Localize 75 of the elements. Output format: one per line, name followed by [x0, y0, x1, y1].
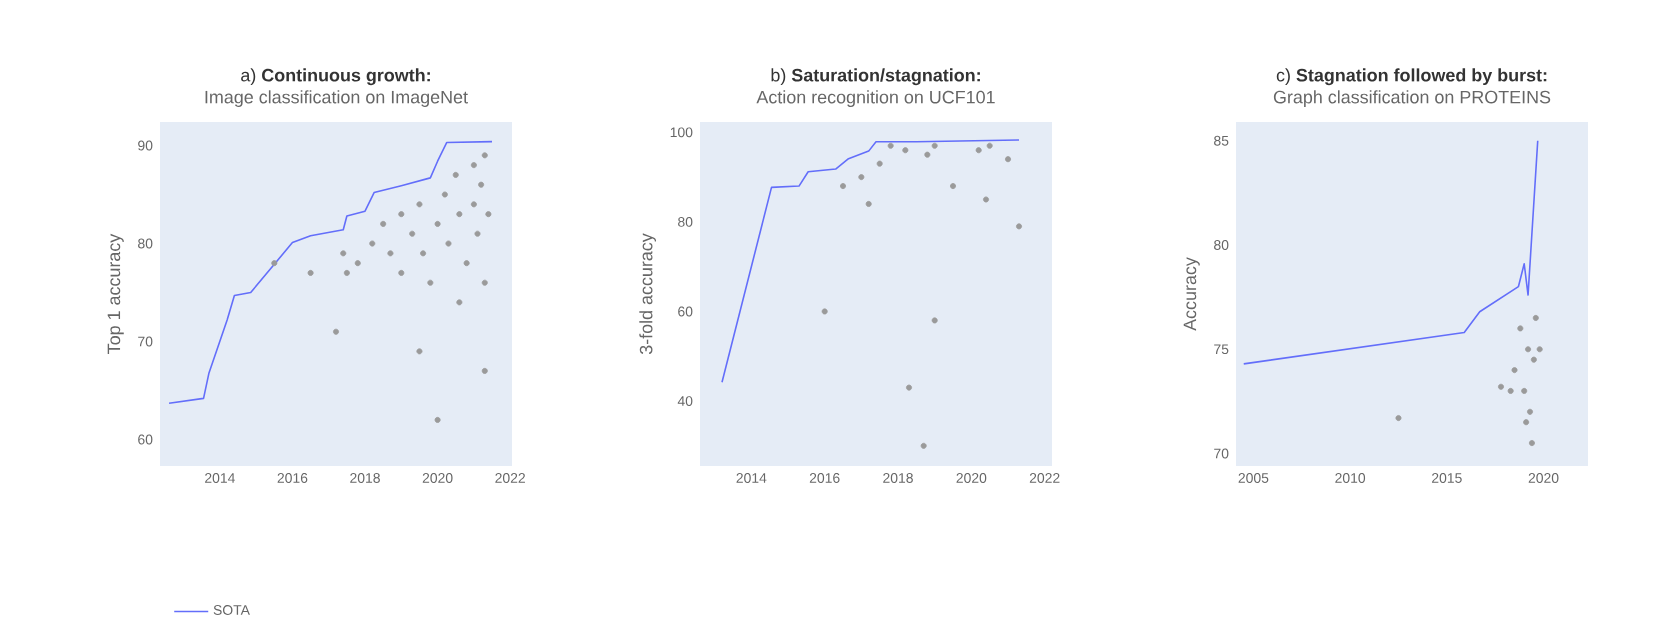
- point: [434, 416, 441, 423]
- point: [924, 151, 931, 158]
- chart-title: b) Saturation/stagnation:: [771, 68, 980, 86]
- point: [420, 250, 427, 257]
- y-axis-title: 3-fold accuracy: [639, 233, 657, 355]
- point: [865, 200, 872, 207]
- point: [434, 220, 441, 227]
- line-series: [721, 139, 1020, 384]
- chart-title: a) Continuous growth:: [241, 68, 430, 86]
- point: [821, 308, 828, 315]
- point: [876, 160, 883, 167]
- point: [920, 442, 927, 449]
- point: [906, 384, 913, 391]
- point: [1525, 346, 1532, 353]
- point: [474, 230, 481, 237]
- point: [343, 269, 350, 276]
- point: [380, 220, 387, 227]
- point: [931, 142, 938, 149]
- point: [481, 152, 488, 159]
- point: [456, 299, 463, 306]
- point: [387, 250, 394, 257]
- point: [441, 191, 448, 198]
- point: [1016, 223, 1023, 230]
- point: [950, 183, 957, 190]
- chart-subtitle: Image classification on ImageNet: [205, 90, 468, 107]
- point: [1527, 408, 1533, 415]
- point: [986, 142, 993, 149]
- line-series: [1242, 139, 1539, 365]
- point: [481, 279, 488, 286]
- point: [887, 142, 894, 149]
- point: [858, 174, 865, 181]
- point: [340, 250, 347, 257]
- point: [398, 269, 405, 276]
- line-series: [168, 140, 493, 405]
- chart-subtitle: Action recognition on UCF101: [756, 90, 995, 107]
- point: [307, 269, 314, 276]
- point: [470, 162, 477, 169]
- point: [975, 147, 982, 154]
- point: [452, 171, 459, 178]
- point: [1511, 367, 1518, 374]
- point: [369, 240, 376, 247]
- point: [1530, 356, 1537, 363]
- point: [1532, 314, 1539, 321]
- point: [445, 240, 452, 247]
- point: [931, 317, 938, 324]
- point: [902, 147, 909, 154]
- point: [1507, 387, 1514, 394]
- chart-subtitle: Graph classification on PROTEINS: [1273, 90, 1551, 107]
- point: [485, 211, 492, 218]
- point: [1521, 387, 1528, 394]
- point: [456, 211, 463, 218]
- point: [1517, 325, 1524, 332]
- point: [398, 211, 405, 218]
- point: [481, 367, 488, 374]
- point: [354, 260, 361, 267]
- point: [1395, 415, 1402, 422]
- point: [332, 328, 339, 335]
- point: [1528, 440, 1535, 447]
- point: [463, 260, 470, 267]
- point: [416, 201, 423, 208]
- point: [470, 201, 477, 208]
- point: [983, 196, 990, 203]
- point: [409, 230, 416, 237]
- point: [271, 260, 278, 267]
- chart-title: c) Stagnation followed by burst:: [1276, 68, 1547, 86]
- point: [1005, 156, 1012, 163]
- point: [416, 348, 423, 355]
- y-axis-title: Accuracy: [1183, 257, 1200, 331]
- point: [427, 279, 434, 286]
- point: [1536, 346, 1543, 353]
- point: [1523, 419, 1530, 426]
- y-axis-title: Top 1 accuracy: [107, 233, 124, 354]
- point: [478, 181, 485, 188]
- point: [840, 183, 847, 190]
- point: [1497, 383, 1504, 390]
